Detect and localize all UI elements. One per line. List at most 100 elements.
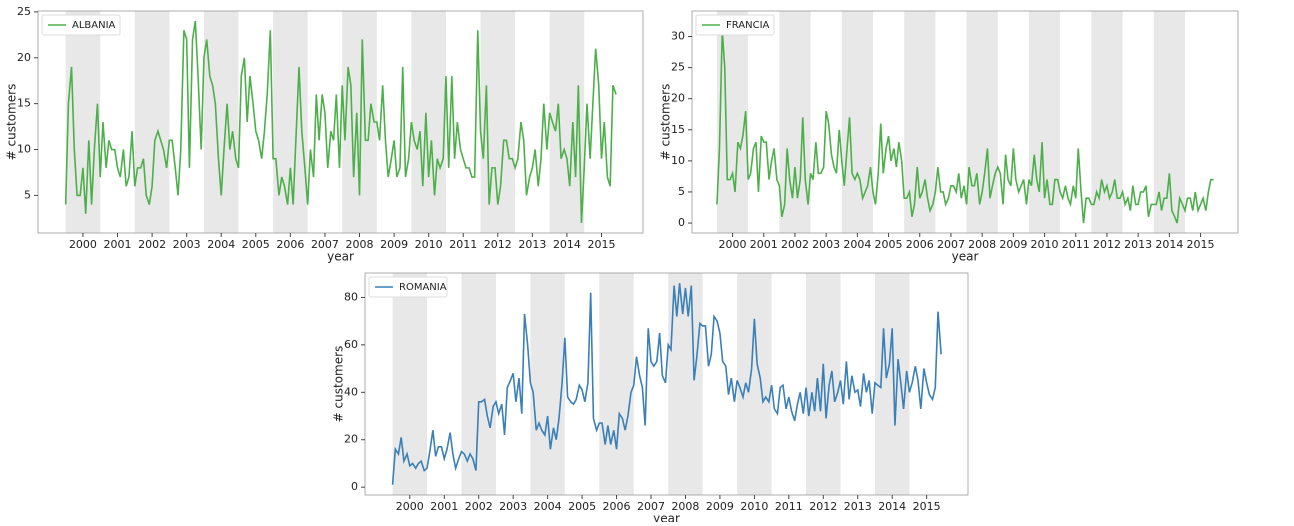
x-tick-label: 2015 xyxy=(913,500,941,513)
x-tick-label: 2004 xyxy=(207,238,235,251)
y-tick-label: 0 xyxy=(351,480,358,493)
x-tick-label: 2006 xyxy=(603,500,631,513)
x-tick-label: 2008 xyxy=(671,500,699,513)
y-tick-label: 5 xyxy=(678,185,685,198)
x-tick-label: 2011 xyxy=(775,500,803,513)
shaded-span xyxy=(966,11,998,233)
chart: 2000 2001 2002 2003 2004 2005 2006 2007 2008 2009… xyxy=(5,5,644,264)
shaded-span xyxy=(668,273,703,495)
x-tick-label: 2001 xyxy=(104,238,132,251)
x-tick-label: 2002 xyxy=(138,238,166,251)
x-tick-label: 2007 xyxy=(937,238,965,251)
y-tick-label: 20 xyxy=(344,433,358,446)
x-tick-label: 2014 xyxy=(1155,238,1183,251)
axes-frame xyxy=(691,10,1239,234)
x-tick-label: 2006 xyxy=(276,238,304,251)
x-axis-label: year xyxy=(952,250,979,264)
legend-box xyxy=(41,14,121,36)
x-tick-label: 2008 xyxy=(346,238,374,251)
shaded-span xyxy=(530,273,565,495)
x-tick-label: 2009 xyxy=(706,500,734,513)
x-tick-label: 2005 xyxy=(875,238,903,251)
y-tick-label: 15 xyxy=(671,123,685,136)
shaded-span xyxy=(134,11,170,233)
x-tick-label: 2006 xyxy=(906,238,934,251)
chart: 2000 2001 2002 2003 2004 2005 2006 2007 2008 2009… xyxy=(332,272,969,526)
x-axis-label: year xyxy=(327,250,354,264)
y-tick-label: 20 xyxy=(17,51,31,64)
x-tick-label: 2001 xyxy=(430,500,458,513)
series-line xyxy=(716,30,1214,224)
series-line xyxy=(64,20,617,223)
x-tick-label: 2012 xyxy=(809,500,837,513)
x-tick-label: 2008 xyxy=(968,238,996,251)
axes-frame xyxy=(37,10,644,234)
x-tick-label: 2009 xyxy=(999,238,1027,251)
x-tick-label: 2013 xyxy=(1124,238,1152,251)
x-tick-label: 2011 xyxy=(1062,238,1090,251)
x-tick-label: 2007 xyxy=(637,500,665,513)
x-tick-label: 2005 xyxy=(242,238,270,251)
x-tick-label: 2002 xyxy=(781,238,809,251)
y-tick-label: 0 xyxy=(678,216,685,229)
y-tick-label: 60 xyxy=(344,338,358,351)
x-tick-label: 2014 xyxy=(553,238,581,251)
chart: 2000 2001 2002 2003 2004 2005 2006 2007 2008 2009… xyxy=(659,10,1239,264)
legend-label: ROMANIA xyxy=(399,282,447,293)
x-tick-label: 2013 xyxy=(844,500,872,513)
x-tick-label: 2000 xyxy=(69,238,97,251)
legend-box xyxy=(368,276,448,298)
x-tick-label: 2014 xyxy=(878,500,906,513)
y-tick-label: 80 xyxy=(344,290,358,303)
shaded-span xyxy=(806,273,841,495)
x-tick-label: 2012 xyxy=(484,238,512,251)
x-tick-label: 2000 xyxy=(396,500,424,513)
x-tick-label: 2011 xyxy=(449,238,477,251)
y-tick-label: 40 xyxy=(344,385,358,398)
shaded-span xyxy=(874,273,910,495)
y-axis-label: # customers xyxy=(332,346,346,423)
x-tick-label: 2010 xyxy=(740,500,768,513)
y-tick-label: 30 xyxy=(671,29,685,42)
y-tick-label: 25 xyxy=(17,5,31,18)
x-tick-label: 2004 xyxy=(843,238,871,251)
y-axis-label: # customers xyxy=(5,84,19,161)
x-tick-label: 2000 xyxy=(719,238,747,251)
x-tick-label: 2015 xyxy=(1187,238,1215,251)
axes-frame xyxy=(364,272,969,496)
x-tick-label: 2010 xyxy=(415,238,443,251)
x-tick-label: 2001 xyxy=(750,238,778,251)
y-tick-label: 10 xyxy=(671,154,685,167)
x-tick-label: 2015 xyxy=(588,238,616,251)
legend-label: FRANCIA xyxy=(726,20,770,31)
x-tick-label: 2009 xyxy=(380,238,408,251)
series-line xyxy=(391,283,942,485)
x-tick-label: 2003 xyxy=(173,238,201,251)
shaded-span xyxy=(1091,11,1123,233)
shaded-span xyxy=(461,273,496,495)
shaded-span xyxy=(599,273,634,495)
y-axis-label: # customers xyxy=(659,84,673,161)
x-tick-label: 2004 xyxy=(534,500,562,513)
shaded-span xyxy=(203,11,239,233)
y-tick-label: 5 xyxy=(24,188,31,201)
y-tick-label: 10 xyxy=(17,143,31,156)
shaded-span xyxy=(273,11,308,233)
shaded-span xyxy=(1028,11,1061,233)
y-tick-label: 15 xyxy=(17,97,31,110)
x-tick-label: 2003 xyxy=(499,500,527,513)
x-tick-label: 2012 xyxy=(1093,238,1121,251)
shaded-span xyxy=(779,11,811,233)
y-tick-label: 20 xyxy=(671,92,685,105)
shaded-span xyxy=(841,11,873,233)
shaded-span xyxy=(904,11,936,233)
x-tick-label: 2002 xyxy=(465,500,493,513)
x-tick-label: 2013 xyxy=(518,238,546,251)
x-tick-label: 2003 xyxy=(812,238,840,251)
legend-box xyxy=(695,14,775,36)
x-tick-label: 2007 xyxy=(311,238,339,251)
y-tick-label: 25 xyxy=(671,61,685,74)
x-tick-label: 2010 xyxy=(1031,238,1059,251)
shaded-span xyxy=(65,11,101,233)
